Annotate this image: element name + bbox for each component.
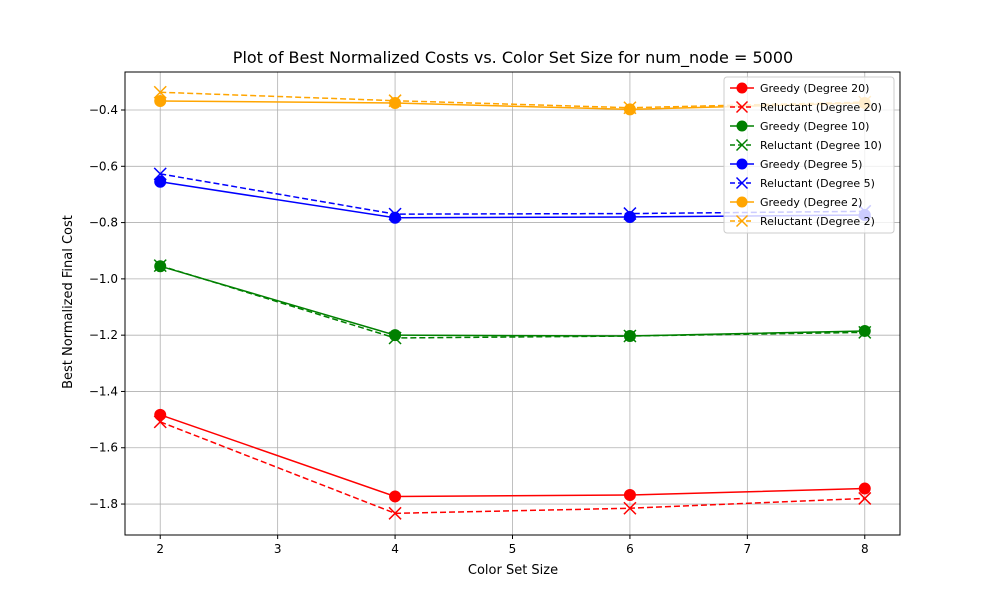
legend-marker [736,120,748,132]
x-tick-label: 3 [274,542,282,556]
y-tick-label: −1.2 [89,328,118,342]
legend-marker [735,214,749,228]
data-point [154,408,167,421]
legend-item-greedy-degree-10: Greedy (Degree 10) [730,120,869,133]
y-tick-label: −1.8 [89,497,118,511]
legend-marker [735,176,749,190]
legend-marker [735,100,749,114]
legend-marker [736,196,748,208]
data-point-stroke [858,491,872,505]
legend-marker-stroke [735,138,749,152]
legend-label: Reluctant (Degree 20) [760,101,882,114]
data-point-stroke [153,415,167,429]
legend-marker-stroke [735,214,749,228]
legend-marker-stroke [735,176,749,190]
data-point-stroke [623,501,637,515]
data-point [388,331,402,345]
data-point-stroke [153,259,167,273]
data-point [858,325,872,339]
legend: Greedy (Degree 20) Reluctant (Degree 20) G… [723,76,895,234]
data-point [858,482,871,495]
y-tick-label: −0.4 [89,103,118,117]
data-point [858,491,872,505]
data-point-stroke [388,331,402,345]
y-tick-label: −1.4 [89,384,118,398]
x-tick-label: 5 [509,542,517,556]
y-tick-label: −0.8 [89,216,118,230]
data-point [389,211,402,224]
x-tick-label: 7 [744,542,752,556]
data-point-stroke [858,325,872,339]
data-point [623,101,637,115]
data-point [623,103,636,116]
legend-item-reluctant-degree-20: Reluctant (Degree 20) [730,100,882,114]
x-tick-label: 4 [391,542,399,556]
data-point-stroke [153,85,167,99]
legend-item-greedy-degree-2: Greedy (Degree 2) [730,196,862,209]
data-point [623,329,637,343]
data-point [153,259,167,273]
data-point [388,207,402,221]
series-reluctant-degree-10 [153,259,872,345]
x-tick-label: 8 [861,542,869,556]
legend-marker [736,158,748,170]
data-point-stroke [388,506,402,520]
legend-marker-stroke [735,100,749,114]
x-tick-label: 6 [626,542,634,556]
data-point [389,490,402,503]
y-tick-label: −1.6 [89,441,118,455]
series-line [159,414,865,498]
legend-item-reluctant-degree-2: Reluctant (Degree 2) [730,214,875,228]
data-point-stroke [623,101,637,115]
legend-item-reluctant-degree-10: Reluctant (Degree 10) [730,138,882,152]
legend-label: Reluctant (Degree 2) [760,215,875,228]
data-point-stroke [623,329,637,343]
x-tick-label: 2 [156,542,164,556]
data-point [623,489,636,502]
legend-item-greedy-degree-20: Greedy (Degree 20) [730,82,869,95]
legend-label: Reluctant (Degree 10) [760,139,882,152]
data-point [389,96,402,109]
legend-label: Greedy (Degree 5) [760,158,862,171]
x-axis-label: Color Set Size [468,563,558,578]
data-point [153,167,167,181]
data-point [623,207,637,221]
legend-label: Reluctant (Degree 5) [760,177,875,190]
series-line [160,264,865,339]
legend-marker [736,82,748,94]
data-point [623,501,637,515]
chart-title: Plot of Best Normalized Costs vs. Color … [233,48,793,68]
data-point-stroke [623,207,637,221]
series-greedy-degree-20 [154,408,871,503]
legend-item-reluctant-degree-5: Reluctant (Degree 5) [730,176,875,190]
legend-label: Greedy (Degree 2) [760,196,862,209]
data-point-stroke [153,167,167,181]
legend-label: Greedy (Degree 20) [760,82,869,95]
data-point [154,175,167,188]
data-point [153,415,167,429]
data-point-stroke [388,207,402,221]
data-point-stroke [388,94,402,108]
legend-label: Greedy (Degree 10) [760,120,869,133]
y-axis-label: Best Normalized Final Cost [61,215,76,389]
data-point [388,94,402,108]
data-point [388,506,402,520]
legend-box [723,76,895,234]
y-tick-label: −1.0 [89,272,118,286]
data-point [858,324,871,337]
data-point [153,85,167,99]
series-reluctant-degree-20 [153,415,872,520]
ticks: 2 3 4 5 6 7 8 −1.8 −1.6 −1.4 −1.2 −1.0 −0.8 −0.6 −0.4 [89,103,869,556]
y-tick-label: −0.6 [89,159,118,173]
legend-marker [735,138,749,152]
legend-item-greedy-degree-5: Greedy (Degree 5) [730,158,862,171]
data-point [154,94,167,107]
series-line [159,421,865,515]
